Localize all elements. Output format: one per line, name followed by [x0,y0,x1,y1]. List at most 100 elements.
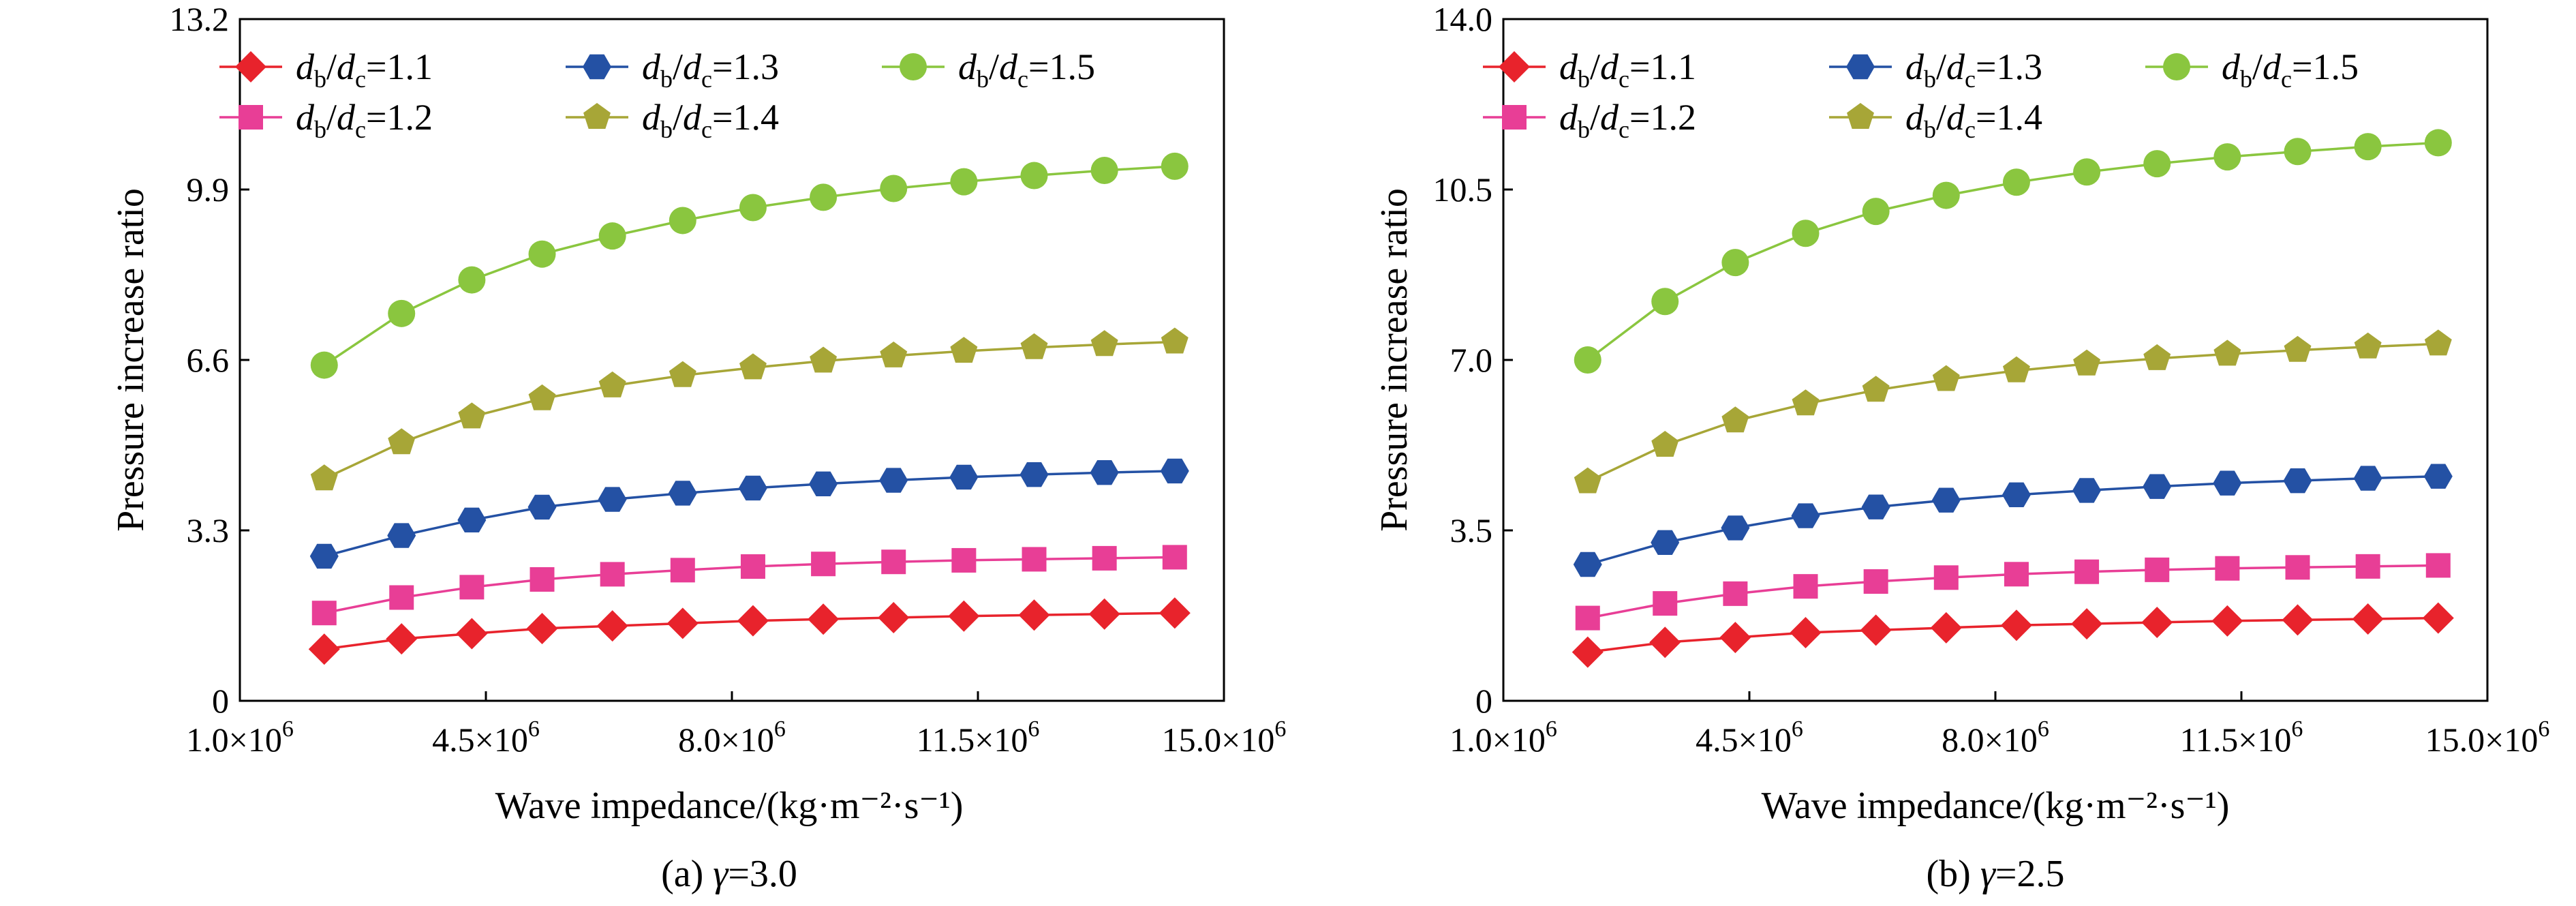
data-point [2285,555,2310,580]
y-tick-label: 0 [1475,682,1492,720]
data-point [666,607,699,639]
y-tick-label: 13.2 [170,0,230,38]
data-point [2002,482,2031,508]
legend-marker [239,105,263,130]
data-point [1651,530,1680,556]
x-tick-label: 8.0×106 [1942,716,2049,759]
series-r1.2 [311,545,1187,626]
data-point [1161,152,1189,180]
data-point [2282,604,2314,636]
data-point [309,543,339,569]
legend-marker [2163,53,2190,80]
legend-entry-r1.4: db/dc=1.4 [1829,97,2042,143]
data-point [1574,346,1601,374]
panel-caption: (a) γ=3.0 [661,853,797,895]
data-point [527,494,557,520]
series-r1.1 [1571,602,2454,668]
y-tick-label: 0 [212,682,229,720]
data-point [1860,614,1892,646]
data-point [387,523,416,548]
data-point [1088,598,1120,630]
x-tick-label: 15.0×106 [1162,716,1287,759]
data-point [1019,462,1049,487]
data-point [809,471,838,496]
legend-entry-r1.5: db/dc=1.5 [882,46,1095,93]
x-axis-title: Wave impedance/(kg·m⁻²·s⁻¹) [495,785,964,827]
data-point [1653,591,1678,616]
data-point [950,337,978,363]
data-point [1721,406,1749,433]
legend-label: db/dc=1.2 [1559,97,1696,143]
legend-label: db/dc=1.1 [296,46,433,93]
data-point [1933,565,1959,590]
legend-label: db/dc=1.4 [1905,97,2042,143]
data-point [2211,605,2243,637]
data-point [2424,329,2452,356]
chart-panel-a: 0 3.3 6.6 9.9 13.2 1.0×106 4.5×106 8.0×106 11.5×… [110,0,1286,895]
data-point [668,481,697,506]
series-r1.5 [310,152,1189,379]
data-point [1792,389,1820,416]
x-tick-label: 11.5×106 [2180,716,2303,759]
data-point [2072,478,2102,503]
data-point [1790,617,1822,648]
legend-entry-r1.3: db/dc=1.3 [1829,46,2042,93]
data-point [1862,376,1890,402]
data-point [1791,503,1820,528]
data-point [669,207,696,235]
data-point [1930,611,1962,644]
x-tick-label: 4.5×106 [1696,716,1803,759]
legend-marker [583,103,611,129]
y-tick-label: 7.0 [1450,341,1493,379]
x-tick-label: 8.0×106 [678,716,786,759]
data-point [1651,288,1679,316]
data-point [1022,547,1047,572]
data-point [386,623,418,655]
data-point [1020,162,1048,190]
data-point [1160,458,1189,484]
legend-entry-r1.2: db/dc=1.2 [219,97,433,143]
legend-entry-r1.2: db/dc=1.2 [1483,97,1696,143]
data-point [810,346,838,373]
data-point [1575,605,1600,631]
data-point [878,602,910,634]
chart-panel-b: 0 3.5 7.0 10.5 14.0 1.0×106 4.5×106 8.0×106 11.5… [1373,0,2549,895]
x-tick-label: 1.0×106 [186,716,294,759]
y-tick-label: 6.6 [187,341,230,379]
panel-caption: (b) γ=2.5 [1927,853,2065,895]
data-point [598,487,627,512]
data-point [2143,150,2171,178]
x-tick-label: 11.5×106 [917,716,1040,759]
data-point [598,222,626,250]
y-tick-label: 10.5 [1433,170,1493,209]
legend-entry-r1.1: db/dc=1.1 [219,46,433,93]
data-point [311,601,337,626]
data-point [1792,220,1820,247]
legend-entry-r1.5: db/dc=1.5 [2145,46,2359,93]
legend-entry-r1.3: db/dc=1.3 [566,46,779,93]
data-point [596,610,628,642]
data-point [598,371,626,397]
data-point [2353,466,2382,491]
legend-marker [1846,54,1875,80]
data-point [1863,569,1888,594]
data-point [1651,431,1679,457]
data-point [1092,545,1117,571]
data-point [2213,143,2241,171]
data-point [2004,562,2029,587]
data-point [949,464,979,490]
y-tick-label: 3.3 [187,511,230,549]
data-point [951,547,977,573]
data-point [1932,365,1960,391]
x-tick-label: 15.0×106 [2425,716,2550,759]
data-point [880,341,908,367]
data-point [670,558,695,583]
legend-marker [235,51,266,82]
legend-marker [1502,105,1527,130]
data-point [2213,339,2241,366]
data-point [528,384,556,410]
data-point [2352,603,2384,635]
data-point [2074,559,2100,584]
legend-label: db/dc=1.1 [1559,46,1696,93]
data-point [1861,494,1890,519]
